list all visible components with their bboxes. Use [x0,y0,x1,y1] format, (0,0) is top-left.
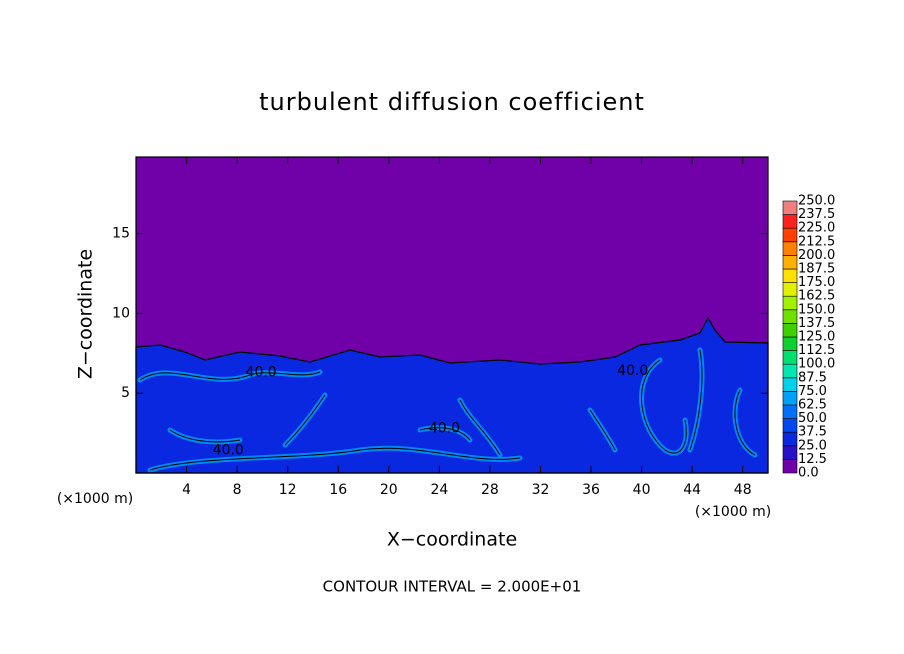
contour-label: 40.0 [617,363,648,379]
colorbar-band [782,323,798,338]
chart-title: turbulent diffusion coefficient [259,88,645,116]
colorbar-label: 162.5 [798,289,835,304]
contour-line [149,447,521,471]
colorbar-label: 0.0 [798,466,819,481]
contour-line [139,371,321,381]
contour-line [689,349,703,451]
colorbar-band [782,336,798,351]
x-unit-label: (×1000 m) [57,491,133,507]
contour-line [169,429,241,443]
x-tick-label: 20 [380,482,398,498]
colorbar-band [782,350,798,365]
y-tick-label: 10 [112,305,130,321]
x-axis-label: X−coordinate [387,529,517,551]
x-unit-label: (×1000 m) [695,504,771,520]
colorbar-band [782,309,798,324]
footer: CONTOUR INTERVAL = 2.000E+01 [323,578,582,596]
colorbar-band [782,200,798,215]
colorbar-band [782,255,798,270]
y-tick-label: 15 [112,226,130,242]
x-tick-label: 4 [182,482,191,498]
colorbar-band [782,295,798,311]
contour-label: 40.0 [246,364,277,380]
colorbar-label: 187.5 [798,262,835,277]
colorbar-band [782,445,798,460]
x-tick-label: 8 [233,482,242,498]
colorbar-band [782,363,798,379]
colorbar-band [782,282,798,297]
contour-line [284,394,326,446]
colorbar-label: 112.5 [798,343,835,358]
x-tick-label: 32 [532,482,550,498]
contour-line [459,399,501,456]
colorbar-label: 75.0 [798,384,827,399]
colorbar-label: 200.0 [798,248,835,263]
colorbar-band [782,431,798,447]
colorbar-band [782,404,798,419]
contour-line [589,409,616,451]
colorbar-label: 137.5 [798,316,835,331]
colorbar-band [782,268,798,283]
contour-label: 40.0 [213,443,244,459]
colorbar-label: 37.5 [798,425,827,440]
colorbar-label: 50.0 [798,411,827,426]
colorbar-label: 62.5 [798,398,827,413]
x-tick-label: 12 [279,482,297,498]
x-tick-label: 44 [683,482,701,498]
colorbar-band [782,459,798,474]
y-axis-label: Z−coordinate [75,249,97,379]
colorbar-label: 175.0 [798,275,835,290]
colorbar-label: 225.0 [798,221,835,236]
colorbar-band [782,214,798,229]
contour-line [419,427,471,441]
colorbar-label: 237.5 [798,207,835,222]
colorbar-label: 150.0 [798,302,835,317]
x-tick-label: 40 [633,482,651,498]
colorbar-label: 212.5 [798,234,835,249]
colorbar-band [782,418,798,433]
colorbar-band [782,227,798,243]
x-tick-label: 28 [481,482,499,498]
colorbar-band [782,391,798,406]
contour-line [135,316,769,474]
y-tick-label: 5 [121,385,130,401]
colorbar-label: 125.0 [798,330,835,345]
colorbar-band [782,377,798,392]
plot-area: 40.0 40.0 40.0 40.0 [135,157,769,474]
x-tick-label: 24 [430,482,448,498]
colorbar-label: 25.0 [798,438,827,453]
colorbar-label: 87.5 [798,370,827,385]
x-tick-label: 16 [329,482,347,498]
contour-line [734,389,756,456]
contour-line [641,359,687,454]
plot-frame [135,156,769,474]
contour-label: 40.0 [429,420,460,436]
x-tick-label: 36 [582,482,600,498]
x-tick-label: 48 [734,482,752,498]
colorbar-label: 12.5 [798,452,827,467]
colorbar-band [782,241,798,256]
colorbar-label: 250.0 [798,194,835,209]
colorbar-label: 100.0 [798,357,835,372]
